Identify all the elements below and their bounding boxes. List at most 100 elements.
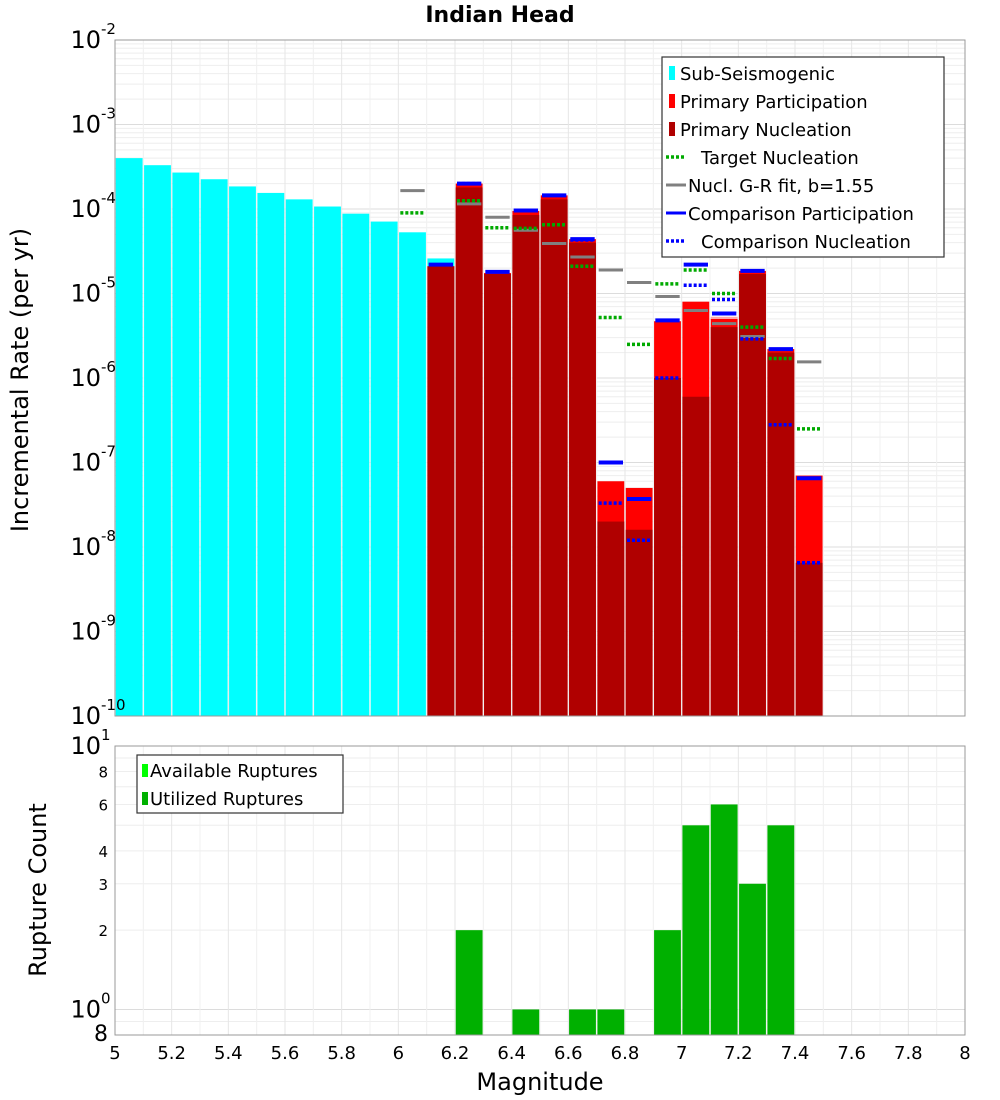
sub-seismogenic-bar	[115, 158, 143, 717]
target-nucleation-series	[400, 199, 822, 431]
x-tick-label: 6.2	[441, 1043, 470, 1064]
sub-seismogenic-bar	[229, 186, 256, 716]
x-tick-label: 5.4	[214, 1043, 243, 1064]
y-tick-label: 10	[70, 364, 101, 392]
sub-seismogenic-bar	[200, 179, 228, 716]
y-tick-label: 10	[70, 732, 101, 760]
legend-label: Utilized Ruptures	[150, 789, 303, 810]
y-tick-labels: 10-210-310-410-510-610-710-810-910-10	[70, 20, 125, 730]
legend: Available Ruptures Utilized Ruptures	[136, 754, 344, 814]
sub-seismogenic-bar	[314, 206, 341, 716]
x-tick-labels: 5 5.2 5.4 5.6 5.8 6 6.2 6.4 6.6 6.8 7 7.2 7.4 7.6 7.8 8	[109, 1043, 970, 1064]
primary-nucleation-bar	[767, 352, 795, 716]
y-tick-label: 2	[98, 922, 108, 940]
y-tick-exponent: -4	[101, 189, 116, 207]
legend-label: Nucl. G-R fit, b=1.55	[688, 176, 874, 197]
y-tick-label: 3	[98, 876, 108, 894]
x-tick-label: 7.4	[781, 1043, 810, 1064]
y-tick-exponent: 1	[101, 726, 111, 744]
x-tick-label: 8	[959, 1043, 970, 1064]
legend-label: Primary Participation	[680, 92, 868, 113]
primary-nucleation-bar	[625, 529, 653, 716]
y-tick-exponent: -8	[101, 527, 116, 545]
y-tick-label: 6	[98, 796, 108, 814]
legend-swatch	[142, 792, 148, 805]
y-axis-title-rate: Incremental Rate (per yr)	[6, 228, 34, 532]
y-tick-label: 10	[70, 449, 101, 477]
participation-overlay-bar	[710, 316, 738, 319]
primary-nucleation-bar	[540, 199, 568, 717]
primary-nucleation-bar	[427, 266, 455, 716]
y-tick-label: 10	[70, 702, 101, 730]
utilized-ruptures-bar	[654, 930, 681, 1035]
y-axis-title-count: Rupture Count	[24, 803, 52, 977]
utilized-ruptures-bar	[682, 825, 710, 1035]
x-tick-label: 6.6	[554, 1043, 583, 1064]
plot-border	[114, 39, 966, 717]
chart-title: Indian Head	[425, 3, 574, 28]
legend: Sub-Seismogenic Primary Participation Prim…	[661, 56, 945, 258]
primary-nucleation-bar	[682, 396, 710, 716]
legend-label: Comparison Nucleation	[701, 232, 911, 253]
legend-label: Primary Nucleation	[680, 120, 852, 141]
y-tick-label: 10	[70, 26, 101, 54]
rate-plot: 10-210-310-410-510-610-710-810-910 -10Sub…	[70, 20, 966, 730]
x-tick-label: 6	[393, 1043, 404, 1064]
y-tick-label: 8	[94, 1022, 108, 1047]
legend-label: Target Nucleation	[700, 148, 859, 169]
y-tick-exponent: 0	[101, 989, 111, 1007]
y-tick-exponent: -5	[101, 274, 116, 292]
x-tick-label: 7	[676, 1043, 687, 1064]
x-tick-label: 5.2	[157, 1043, 186, 1064]
utilized-ruptures-bar	[512, 1009, 540, 1035]
utilized-ruptures-bar	[597, 1009, 625, 1035]
primary-nucleation-bar	[710, 327, 738, 716]
legend-label: Available Ruptures	[150, 761, 318, 782]
primary-nucleation-bar	[455, 187, 483, 717]
utilized-ruptures-bar	[455, 930, 483, 1035]
utilized-ruptures-bar	[710, 804, 738, 1035]
legend-label: Comparison Participation	[688, 204, 914, 225]
primary-nucleation-bar	[739, 274, 766, 716]
legend-box	[661, 56, 945, 258]
primary-nucleation-bar	[512, 214, 540, 716]
primary-nucleation-bar	[654, 378, 681, 716]
x-tick-label: 5	[109, 1043, 120, 1064]
x-axis-title: Magnitude	[476, 1068, 603, 1096]
x-tick-label: 6.4	[497, 1043, 526, 1064]
legend-swatch	[669, 94, 675, 108]
x-tick-label: 5.8	[327, 1043, 356, 1064]
x-tick-label: 7.6	[837, 1043, 866, 1064]
primary-nucleation-bar	[484, 274, 511, 716]
sub-seismogenic-bar	[399, 232, 426, 716]
y-tick-exponent: -9	[101, 612, 116, 630]
y-tick-label: 10	[70, 111, 101, 139]
sub-seismogenic-bar	[172, 172, 200, 717]
y-tick-label: 10	[70, 618, 101, 646]
y-tick-label: 10	[70, 280, 101, 308]
utilized-ruptures-bar	[739, 883, 766, 1035]
x-tick-label: 5.6	[271, 1043, 300, 1064]
utilized-ruptures-bar	[569, 1009, 596, 1035]
y-tick-label: 10	[70, 995, 101, 1023]
utilized-ruptures-bar	[767, 825, 795, 1035]
y-tick-exponent: -10	[101, 696, 126, 714]
sub-seismogenic-bar	[285, 199, 313, 717]
sub-seismogenic-bar	[342, 213, 370, 716]
legend-swatch	[669, 122, 675, 136]
bars	[455, 804, 795, 1035]
y-tick-exponent: -7	[101, 443, 116, 461]
sub-seismogenic-bar	[144, 165, 171, 717]
x-tick-label: 7.8	[894, 1043, 923, 1064]
sub-seismogenic-bar	[257, 192, 285, 716]
y-tick-label: 8	[98, 764, 108, 782]
legend-box	[136, 754, 344, 814]
sub-seismogenic-bar	[370, 221, 398, 716]
legend-label: Sub-Seismogenic	[680, 64, 835, 85]
x-tick-label: 6.8	[611, 1043, 640, 1064]
x-tick-label: 7.2	[724, 1043, 753, 1064]
y-tick-label: 10	[70, 195, 101, 223]
